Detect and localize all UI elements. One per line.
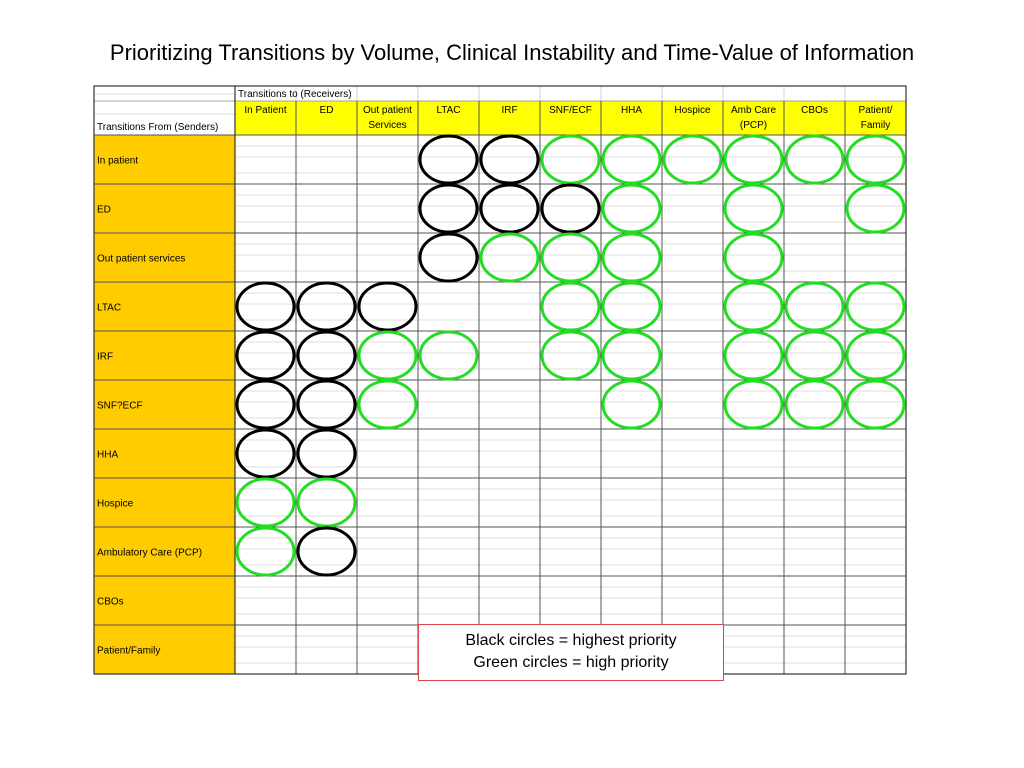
priority-circle-high bbox=[845, 183, 906, 234]
priority-circle-highest bbox=[296, 526, 357, 577]
priority-circle-high bbox=[601, 281, 662, 332]
priority-circle-high bbox=[479, 232, 540, 283]
priority-circle-high bbox=[784, 281, 845, 332]
column-header-label: Amb Care bbox=[731, 105, 776, 116]
priority-circle-highest bbox=[235, 330, 296, 381]
priority-circle-highest bbox=[296, 379, 357, 430]
priority-circle-high bbox=[235, 477, 296, 528]
priority-circle-high bbox=[662, 134, 723, 185]
priority-circle-high bbox=[723, 379, 784, 430]
priority-circle-highest bbox=[235, 379, 296, 430]
column-header-label: Family bbox=[861, 120, 890, 131]
row-header-label: Patient/Family bbox=[97, 646, 160, 657]
priority-circle-highest bbox=[479, 183, 540, 234]
column-header-label: In Patient bbox=[244, 105, 286, 116]
column-header-label: Patient/ bbox=[859, 105, 893, 116]
priority-circle-high bbox=[601, 330, 662, 381]
priority-circle-highest bbox=[357, 281, 418, 332]
row-header-label: CBOs bbox=[97, 597, 124, 608]
slide-title: Prioritizing Transitions by Volume, Clin… bbox=[109, 40, 915, 65]
column-header-label: ED bbox=[320, 105, 334, 116]
priority-circle-highest bbox=[296, 330, 357, 381]
priority-circle-highest bbox=[540, 183, 601, 234]
row-header-label: Out patient services bbox=[97, 254, 185, 265]
row-header-label: SNF?ECF bbox=[97, 401, 143, 412]
sender-column-band bbox=[94, 135, 235, 674]
priority-circle-high bbox=[784, 330, 845, 381]
row-header-label: Hospice bbox=[97, 499, 134, 510]
priority-circle-highest bbox=[418, 183, 479, 234]
row-header-label: IRF bbox=[97, 352, 113, 363]
column-header-label: Services bbox=[368, 120, 406, 131]
priority-circle-highest bbox=[235, 428, 296, 479]
column-header-label: LTAC bbox=[436, 105, 460, 116]
receiver-header-band bbox=[235, 101, 906, 135]
priority-circle-high bbox=[723, 232, 784, 283]
priority-circle-highest bbox=[296, 428, 357, 479]
priority-circle-high bbox=[601, 134, 662, 185]
priority-circle-high bbox=[723, 330, 784, 381]
priority-circle-high bbox=[601, 183, 662, 234]
priority-circle-high bbox=[540, 232, 601, 283]
priority-circle-high bbox=[235, 526, 296, 577]
row-header-label: In patient bbox=[97, 156, 138, 167]
priority-circle-high bbox=[540, 134, 601, 185]
priority-circle-highest bbox=[479, 134, 540, 185]
column-header-label: Out patient bbox=[363, 105, 412, 116]
row-header-label: Ambulatory Care (PCP) bbox=[97, 548, 202, 559]
priority-circle-high bbox=[418, 330, 479, 381]
column-header-label: Hospice bbox=[674, 105, 711, 116]
priority-circle-high bbox=[784, 134, 845, 185]
priority-circle-high bbox=[296, 477, 357, 528]
legend-box: Black circles = highest priority Green c… bbox=[418, 624, 724, 681]
priority-circle-highest bbox=[418, 134, 479, 185]
priority-circle-high bbox=[357, 330, 418, 381]
row-header-label: HHA bbox=[97, 450, 118, 461]
priority-circle-high bbox=[357, 379, 418, 430]
priority-circle-high bbox=[723, 183, 784, 234]
priority-circle-high bbox=[601, 232, 662, 283]
row-header-label: ED bbox=[97, 205, 111, 216]
priority-circle-high bbox=[845, 379, 906, 430]
priority-circle-highest bbox=[296, 281, 357, 332]
legend-black-line: Black circles = highest priority bbox=[465, 632, 677, 649]
priority-circle-high bbox=[845, 281, 906, 332]
priority-circle-high bbox=[723, 134, 784, 185]
priority-circle-high bbox=[845, 134, 906, 185]
senders-header-label: Transitions From (Senders) bbox=[97, 122, 218, 133]
column-header-label: (PCP) bbox=[740, 120, 767, 131]
row-header-label: LTAC bbox=[97, 303, 121, 314]
column-header-label: HHA bbox=[621, 105, 642, 116]
legend-green-line: Green circles = high priority bbox=[473, 654, 669, 671]
priority-circle-high bbox=[845, 330, 906, 381]
priority-circle-high bbox=[723, 281, 784, 332]
column-header-label: IRF bbox=[501, 105, 517, 116]
priority-circle-highest bbox=[418, 232, 479, 283]
priority-circle-high bbox=[540, 330, 601, 381]
priority-circle-highest bbox=[235, 281, 296, 332]
priority-circle-high bbox=[540, 281, 601, 332]
priority-circle-high bbox=[784, 379, 845, 430]
column-header-label: SNF/ECF bbox=[549, 105, 592, 116]
column-header-label: CBOs bbox=[801, 105, 828, 116]
receivers-header-label: Transitions to (Receivers) bbox=[238, 89, 352, 100]
priority-circle-high bbox=[601, 379, 662, 430]
